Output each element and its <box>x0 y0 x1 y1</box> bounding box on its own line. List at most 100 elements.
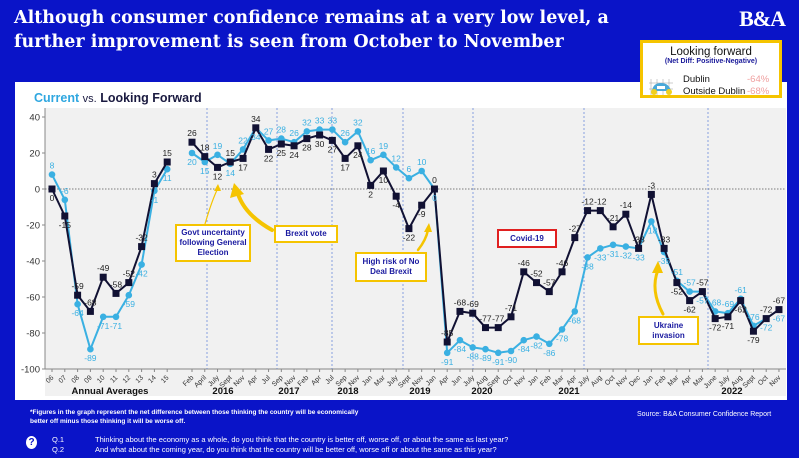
x-tick-label: 15 <box>160 374 171 385</box>
year-label: 2017 <box>278 386 299 397</box>
year-label: 2016 <box>212 386 233 397</box>
q2-text: And what about the coming year, do you t… <box>95 445 497 454</box>
forward-data-label: -90 <box>505 355 518 365</box>
forward-point <box>367 156 374 164</box>
forward-data-label: 33 <box>315 116 325 126</box>
forward-data-label: -88 <box>467 351 480 361</box>
current-point <box>558 268 566 276</box>
forward-data-label: -76 <box>747 312 760 322</box>
forward-point <box>138 261 145 268</box>
current-data-label: -15 <box>59 220 72 230</box>
forward-data-label: -6 <box>61 186 69 196</box>
y-tick-label: -100 <box>21 365 40 376</box>
forward-point <box>316 126 323 133</box>
current-point <box>737 297 745 305</box>
y-tick-label: 40 <box>29 113 40 124</box>
x-tick-label: 14 <box>147 374 158 385</box>
forward-data-label: -68 <box>569 315 582 325</box>
current-data-label: -32 <box>135 233 148 243</box>
current-data-label: -72 <box>760 305 773 315</box>
current-point <box>61 212 69 220</box>
forward-point <box>597 245 604 252</box>
forward-data-label: 22 <box>238 135 248 145</box>
x-tick-label: 08 <box>71 374 82 385</box>
current-data-label: -46 <box>518 258 531 268</box>
current-data-label: -33 <box>632 234 645 244</box>
current-point <box>239 154 247 162</box>
forward-point <box>201 158 209 166</box>
current-data-label: -22 <box>403 233 416 243</box>
forward-data-label: -84 <box>454 344 467 354</box>
year-label: 2021 <box>558 386 580 397</box>
forward-point <box>533 333 540 340</box>
current-point <box>456 307 464 315</box>
forward-data-label: 14 <box>226 168 236 178</box>
forward-data-label: 8 <box>50 161 55 171</box>
forward-data-label: -82 <box>530 341 543 351</box>
forward-data-label: 34 <box>251 132 261 142</box>
forward-point <box>584 254 591 261</box>
y-tick-label: 20 <box>29 149 40 160</box>
y-tick-label: -40 <box>26 257 40 268</box>
forward-data-label: 26 <box>340 128 350 138</box>
x-tick-label: Jul <box>261 374 273 386</box>
current-point <box>405 225 413 233</box>
legend-subtitle: (Net Diff: Positive-Negative) <box>664 58 758 65</box>
annotation-brexit-vote: Brexit vote <box>274 225 338 243</box>
current-point <box>379 167 387 175</box>
current-data-label: -27 <box>569 224 582 234</box>
current-point <box>775 306 783 314</box>
footnote-line-2: better off minus those thinking it will … <box>30 418 186 425</box>
current-point <box>596 207 604 215</box>
current-data-label: -52 <box>123 269 136 279</box>
forward-point <box>469 344 477 351</box>
forward-data-label: -42 <box>135 269 148 279</box>
current-point <box>138 243 146 251</box>
forward-data-label: -57 <box>696 296 709 306</box>
forward-data-label: 11 <box>163 173 172 183</box>
current-point <box>647 190 655 198</box>
current-point <box>533 279 541 287</box>
forward-point <box>520 336 528 344</box>
current-point <box>214 163 222 171</box>
current-point <box>74 291 82 299</box>
legend-title: Looking forward <box>670 46 752 58</box>
forward-data-label: -89 <box>479 353 492 363</box>
forward-point <box>214 151 221 159</box>
current-point <box>265 145 273 153</box>
forward-data-label: -72 <box>760 323 773 333</box>
vs-label: vs. <box>82 93 97 105</box>
forward-data-label: 27 <box>264 126 274 136</box>
current-point <box>711 315 719 323</box>
page-title: Although consumer confidence remains at … <box>14 8 609 52</box>
current-point <box>443 338 451 346</box>
current-point <box>481 324 489 332</box>
forward-data-label: -33 <box>594 252 607 262</box>
current-data-label: 24 <box>353 150 363 160</box>
current-data-label: -62 <box>735 305 748 315</box>
current-data-label: -71 <box>722 321 735 331</box>
annotation-covid-19: Covid-19 <box>497 229 557 248</box>
forward-data-label: -35 <box>658 256 671 266</box>
year-label: 2018 <box>337 386 358 397</box>
forward-data-label: -67 <box>773 314 786 324</box>
series-current-label: Current <box>34 91 80 105</box>
forward-point <box>188 149 196 157</box>
forward-data-label: -1 <box>151 195 159 205</box>
forward-data-label: 15 <box>200 166 210 176</box>
forward-point <box>48 171 56 178</box>
forward-data-label: -89 <box>84 353 97 363</box>
forward-point <box>112 313 120 321</box>
current-data-label: 0 <box>432 175 437 185</box>
forward-data-label: 26 <box>289 128 299 138</box>
forward-data-label: 28 <box>277 125 287 135</box>
current-data-label: 28 <box>302 143 312 153</box>
y-tick-label: -60 <box>26 293 40 304</box>
current-data-label: 10 <box>379 175 389 185</box>
annotation-no-deal-brexit: High risk of No Deal Brexit <box>355 252 427 282</box>
current-point <box>609 223 617 231</box>
current-data-label: 34 <box>251 114 261 124</box>
year-label: 2020 <box>471 386 492 397</box>
current-data-label: -68 <box>454 297 467 307</box>
forward-point <box>87 345 94 353</box>
